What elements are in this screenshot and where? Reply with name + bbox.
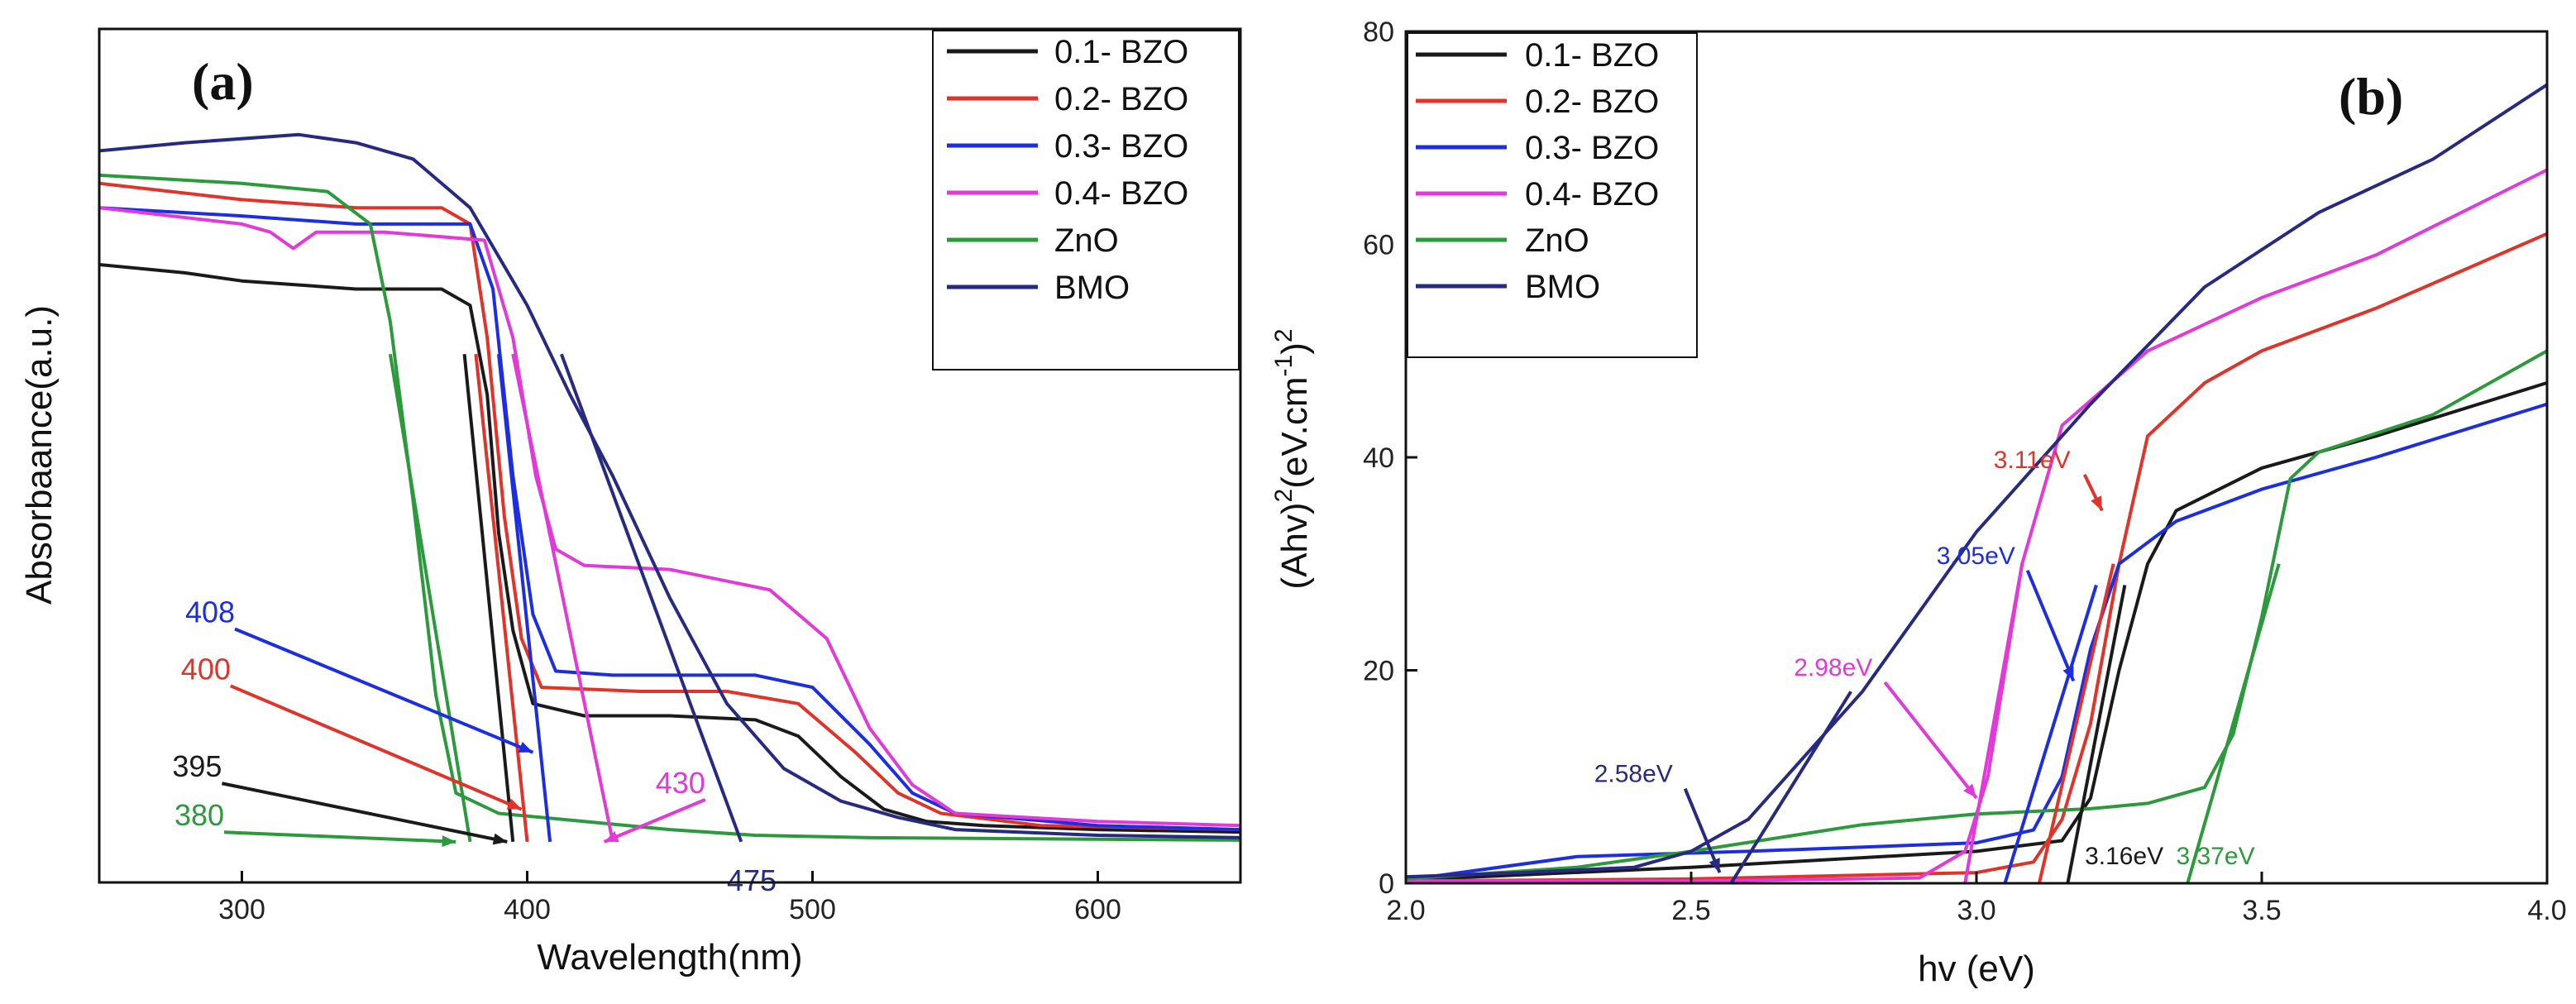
a-annotation-arrow-0 (234, 627, 534, 754)
panel-a-frame (98, 27, 1242, 884)
panel-b-x-axis-title: hv (eV) (1918, 949, 2035, 989)
a-xtick-label-0: 300 (218, 894, 265, 925)
a-annotation-arrow-3 (223, 830, 456, 844)
panel-b-label: (b) (2339, 67, 2403, 126)
b-series-line-4 (1405, 349, 2548, 881)
panel-b-legend: 0.1- BZO 0.2- BZO 0.3- BZO 0.4- BZO ZnO BMO (1407, 32, 1698, 358)
b-ytick-label-4: 80 (1363, 17, 1394, 48)
b-fit-line-5 (1729, 691, 1852, 885)
panel-a-x-axis-title: Wavelength(nm) (537, 937, 802, 978)
panel-a-legend-box (932, 30, 1240, 371)
b-annotation-arrowhead-2 (1963, 783, 1976, 798)
b-fit-line-0 (2066, 585, 2127, 884)
a-series-line-4 (98, 173, 1241, 842)
a-xtick-label-1: 400 (504, 894, 551, 925)
b-legend-label-5: BMO (1525, 269, 1600, 305)
b-xtick-label-4: 4.0 (2527, 895, 2566, 926)
b-annotation-arrowhead-3 (1709, 858, 1720, 873)
a-xtick-label-2: 500 (789, 894, 836, 925)
b-ytick-label-3: 60 (1363, 230, 1394, 261)
b-annotation-2: 2.98eV (1794, 654, 1872, 681)
b-ytick-label-2: 40 (1363, 442, 1394, 474)
a-legend-label-4: ZnO (1054, 222, 1119, 259)
b-ytick-label-1: 20 (1363, 656, 1394, 687)
a-series-line-5 (98, 132, 1241, 839)
b-fit-line-4 (2186, 563, 2281, 884)
panel-b-tauc-plot: 3.11eV 3.05eV 2.98eV 2.58eV 3.16eV 3.37eV 2.0… (1270, 17, 2567, 989)
panel-a-legend: 0.1- BZO 0.2- BZO 0.3- BZO 0.4- BZO ZnO BMO (932, 30, 1240, 371)
b-annotation-arrowhead-1 (2062, 666, 2074, 681)
b-xtick-label-0: 2.0 (1386, 895, 1425, 926)
a-annotation-0: 408 (185, 595, 235, 629)
a-fit-line-1 (474, 353, 529, 843)
b-fit-line-3 (1963, 563, 2024, 884)
b-legend-label-2: 0.3- BZO (1525, 130, 1659, 166)
panel-a-fit-lines (388, 353, 743, 843)
a-annotation-3: 380 (174, 798, 224, 832)
b-fit-line-1 (2037, 563, 2115, 884)
a-series-line-2 (98, 206, 1241, 832)
a-series-line-3 (98, 206, 1241, 828)
b-annotation-0: 3.11eV (1994, 447, 2071, 474)
a-annotation-2: 395 (172, 749, 222, 783)
panel-a-y-axis-title: Absorbaance(a.u.) (19, 305, 60, 605)
a-annotation-arrowhead-4 (604, 831, 619, 842)
a-annotation-4: 430 (656, 766, 705, 800)
a-fit-line-0 (462, 353, 515, 843)
panel-b-fit-lines (1729, 563, 2281, 885)
panel-a-curves (98, 132, 1241, 842)
b-xtick-label-2: 3.0 (1957, 895, 1995, 926)
panel-b-y-axis-title: (Ahv)2(eV.cm-1)2 (1270, 328, 1315, 589)
panel-b-curves (1405, 83, 2549, 883)
a-fit-line-3 (511, 353, 614, 843)
b-series-line-0 (1405, 380, 2548, 882)
b-series-line-5 (1405, 83, 2549, 879)
b-annotation-arrow-2 (1883, 681, 1978, 800)
b-annotation-arrow-1 (2025, 569, 2076, 682)
panel-a-label: (a) (192, 52, 254, 111)
a-series-line-1 (98, 181, 1241, 832)
a-annotation-arrowhead-3 (442, 835, 456, 848)
a-annotation-arrowhead-1 (506, 798, 522, 810)
panel-a-annotations: 408 400 395 380 430 475 (172, 595, 777, 896)
panel-b-annotations: 3.11eV 3.05eV 2.98eV 2.58eV 3.16eV 3.37eV (1594, 447, 2255, 873)
b-annotation-arrow-3 (1683, 787, 1722, 873)
a-legend-label-1: 0.2- BZO (1054, 81, 1188, 117)
b-legend-label-4: ZnO (1525, 222, 1589, 259)
b-xtick-label-1: 2.5 (1671, 895, 1710, 926)
b-legend-label-3: 0.4- BZO (1525, 176, 1659, 213)
panel-a-x-ticks: 300 400 500 600 (218, 871, 1121, 925)
a-annotation-arrow-2 (221, 782, 508, 844)
b-series-line-2 (1405, 402, 2548, 882)
a-fit-line-2 (497, 353, 552, 843)
b-annotation-1: 3.05eV (1937, 543, 2015, 570)
b-legend-label-1: 0.2- BZO (1525, 84, 1659, 120)
panel-b-ticks: 2.0 2.5 3.0 3.5 4.0 0 20 40 60 80 (1363, 17, 2566, 926)
a-annotation-arrowhead-2 (492, 833, 508, 845)
b-xtick-label-3: 3.5 (2242, 895, 2281, 926)
a-legend-label-2: 0.3- BZO (1054, 128, 1188, 165)
b-annotation-4: 3.16eV (2085, 843, 2163, 870)
b-annotation-3: 2.58eV (1594, 761, 1673, 788)
b-fit-line-2 (2003, 584, 2098, 884)
a-fit-line-4 (388, 353, 472, 843)
a-annotation-arrow-4 (603, 798, 706, 844)
a-fit-line-5 (560, 353, 743, 843)
b-ytick-label-0: 0 (1379, 868, 1394, 900)
a-annotation-1: 400 (181, 652, 231, 686)
a-legend-label-5: BMO (1054, 270, 1130, 306)
b-legend-label-0: 0.1- BZO (1525, 37, 1659, 74)
b-annotation-5: 3.37eV (2177, 843, 2255, 870)
a-xtick-label-3: 600 (1074, 894, 1121, 925)
a-annotation-5: 475 (727, 863, 777, 897)
a-series-line-0 (98, 263, 1241, 834)
a-legend-label-3: 0.4- BZO (1054, 175, 1188, 212)
a-legend-label-0: 0.1- BZO (1054, 34, 1188, 70)
a-annotation-arrow-1 (230, 684, 523, 811)
a-annotation-arrowhead-0 (518, 741, 533, 753)
b-annotation-arrowhead-0 (2091, 495, 2102, 511)
panel-a-absorbance: 408 400 395 380 430 475 300 400 500 600 (a) Wave… (19, 27, 1242, 978)
